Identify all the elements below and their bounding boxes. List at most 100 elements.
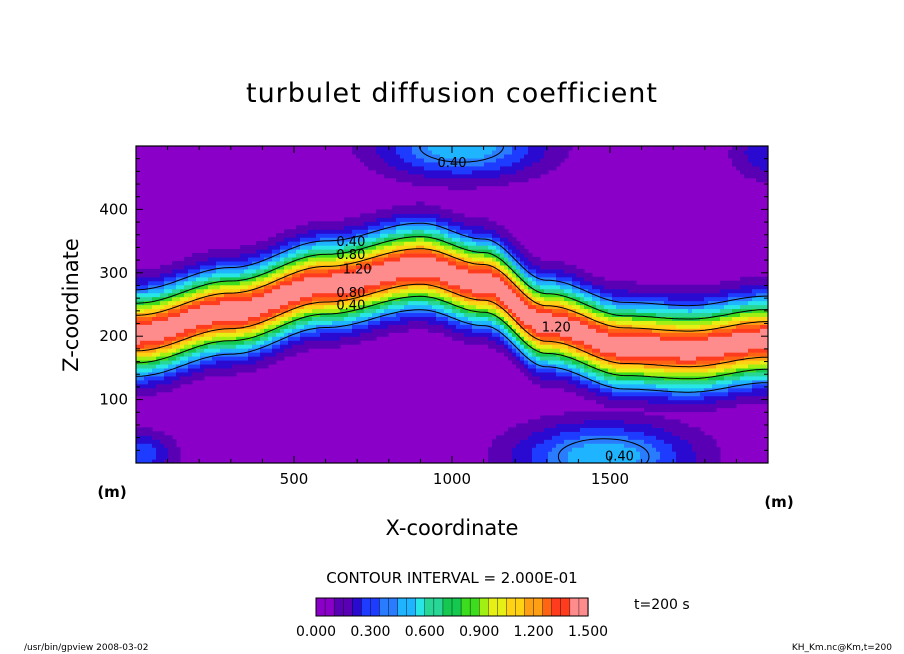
heat-cell <box>300 308 305 314</box>
heat-cell <box>148 431 153 436</box>
heat-cell <box>176 312 181 317</box>
heat-cell <box>376 157 381 163</box>
heat-cell <box>388 161 393 167</box>
heat-cell <box>588 459 593 463</box>
heat-cell <box>312 344 317 349</box>
heat-cell <box>568 455 573 460</box>
heat-cell <box>468 272 473 278</box>
heat-cell <box>200 348 205 353</box>
heat-cell <box>632 423 637 428</box>
heat-cell <box>608 371 613 377</box>
heat-cell <box>464 153 469 159</box>
heat-cell <box>428 165 433 171</box>
heat-cell <box>184 371 189 377</box>
heat-cell <box>508 284 513 290</box>
heat-cell <box>560 363 565 369</box>
heat-cell <box>396 221 401 226</box>
heat-cell <box>248 356 253 361</box>
heat-cell <box>376 296 381 302</box>
heat-cell <box>524 288 529 294</box>
heat-cell <box>324 233 329 238</box>
heat-cell <box>576 300 581 306</box>
heat-cell <box>352 296 357 302</box>
heat-cell <box>536 308 541 314</box>
heat-cell <box>172 268 177 274</box>
heat-cell <box>272 252 277 258</box>
heat-cell <box>380 225 385 230</box>
heat-cell <box>284 260 289 266</box>
heat-cell <box>460 328 465 333</box>
heat-cell <box>600 308 605 314</box>
heat-cell <box>512 332 517 337</box>
heat-cell <box>320 264 325 270</box>
heat-cell <box>160 455 165 460</box>
heat-cell <box>512 316 517 321</box>
heat-cell <box>528 320 533 325</box>
heat-cell <box>604 356 609 361</box>
heat-cell <box>164 272 169 278</box>
heat-cell <box>628 280 633 286</box>
heat-cell <box>628 312 633 317</box>
heat-cell <box>560 308 565 314</box>
heat-cell <box>568 427 573 432</box>
heat-cell <box>204 371 209 377</box>
heat-cell <box>428 153 433 159</box>
heat-cell <box>456 165 461 171</box>
heat-cell <box>180 332 185 337</box>
heat-cell <box>192 304 197 310</box>
heat-cell <box>252 268 257 274</box>
heat-cell <box>212 308 217 314</box>
heat-cell <box>360 280 365 286</box>
heat-cell <box>492 308 497 314</box>
heat-cell <box>336 280 341 286</box>
heat-cell <box>248 268 253 274</box>
heat-cell <box>504 229 509 234</box>
heat-cell <box>556 427 561 432</box>
heat-cell <box>452 268 457 274</box>
heat-cell <box>328 249 333 254</box>
heat-cell <box>476 237 481 242</box>
heat-cell <box>356 225 361 230</box>
heat-cell <box>452 241 457 246</box>
heat-cell <box>324 268 329 274</box>
heat-cell <box>304 245 309 250</box>
heat-cell <box>328 233 333 238</box>
heat-cell <box>628 328 633 333</box>
heat-cell <box>564 304 569 310</box>
heat-cell <box>264 340 269 345</box>
heat-cell <box>616 391 621 397</box>
heat-cell <box>224 336 229 341</box>
heat-cell <box>280 344 285 349</box>
heat-cell <box>304 344 309 349</box>
heat-cell <box>372 268 377 274</box>
heat-cell <box>372 304 377 310</box>
heat-cell <box>144 268 149 274</box>
heat-cell <box>576 363 581 369</box>
heat-cell <box>244 320 249 325</box>
heat-cell <box>428 161 433 167</box>
heat-cell <box>236 316 241 321</box>
heat-cell <box>256 256 261 262</box>
heat-cell <box>512 292 517 298</box>
heat-cell <box>188 276 193 282</box>
heat-cell <box>620 320 625 325</box>
heat-cell <box>408 260 413 266</box>
heat-cell <box>620 423 625 428</box>
heat-cell <box>388 272 393 278</box>
heat-cell <box>432 209 437 214</box>
heat-cell <box>432 165 437 171</box>
heat-cell <box>512 336 517 341</box>
heat-cell <box>580 411 585 417</box>
heat-cell <box>344 292 349 298</box>
heat-cell <box>448 316 453 321</box>
heat-cell <box>560 280 565 286</box>
heat-cell <box>384 320 389 325</box>
heat-cell <box>396 149 401 155</box>
heat-cell <box>276 256 281 262</box>
heat-cell <box>560 419 565 424</box>
heat-cell <box>412 300 417 306</box>
heat-cell <box>548 320 553 325</box>
heat-cell <box>168 332 173 337</box>
heat-cell <box>300 296 305 302</box>
heat-cell <box>300 292 305 298</box>
